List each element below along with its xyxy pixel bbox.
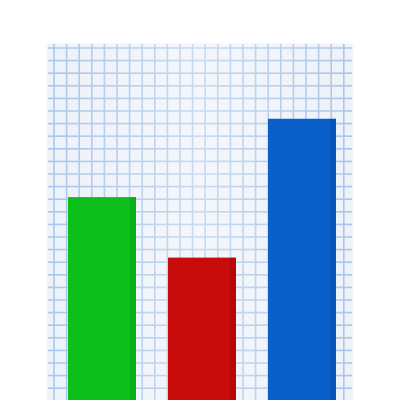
blue-bar-edge-shade bbox=[330, 118, 336, 400]
graph-paper-sheet bbox=[48, 44, 352, 400]
blue-bar bbox=[268, 118, 336, 400]
green-bar-body bbox=[68, 197, 136, 400]
bar-chart-icon bbox=[48, 44, 352, 400]
red-bar-edge-shade bbox=[230, 257, 236, 400]
green-bar-edge-shade bbox=[130, 197, 136, 400]
bars-group bbox=[68, 118, 336, 400]
red-bar-body bbox=[168, 257, 236, 400]
red-bar bbox=[168, 257, 236, 400]
green-bar bbox=[68, 197, 136, 400]
blue-bar-body bbox=[268, 118, 336, 400]
